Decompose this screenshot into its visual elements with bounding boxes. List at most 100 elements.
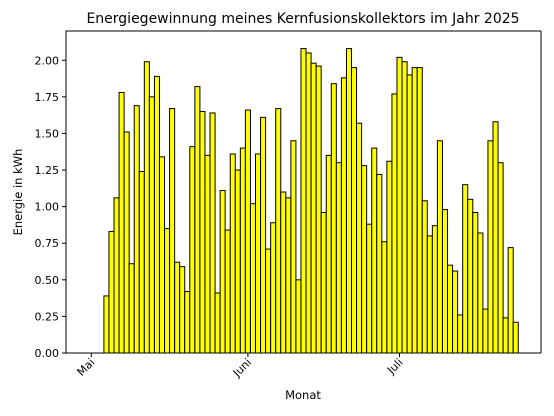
chart-title: Energiegewinnung meines Kernfusionskolle… [86, 11, 519, 27]
bar [305, 52, 312, 354]
bar [280, 191, 287, 354]
bar [411, 67, 418, 354]
x-tick-label: Mai [75, 356, 98, 379]
bar [351, 67, 358, 354]
bar [345, 48, 353, 354]
y-tick-label: 1.75 [35, 91, 60, 104]
bars-group [103, 48, 519, 354]
bar [103, 295, 110, 354]
bar [507, 247, 514, 354]
bar [118, 91, 125, 354]
plot-frame [65, 30, 542, 354]
bar [335, 162, 342, 354]
y-tick-label: 0.25 [35, 310, 60, 323]
bar [199, 111, 206, 354]
bar [108, 231, 115, 354]
bar [143, 61, 150, 354]
y-axis-title: Energie in kWh [11, 149, 25, 236]
x-tick-label: Juni [230, 356, 254, 380]
bar [184, 291, 191, 354]
bar [426, 235, 433, 354]
bar [472, 211, 479, 354]
bar [234, 169, 241, 354]
y-tick-label: 1.50 [35, 127, 60, 140]
bar [153, 75, 160, 354]
bar [406, 74, 413, 354]
bar [300, 48, 307, 354]
bar [396, 56, 403, 354]
bar [128, 263, 135, 354]
bar [381, 241, 388, 354]
bar [492, 121, 499, 354]
bar [138, 171, 145, 354]
x-axis-title: Monat [285, 388, 321, 402]
bar [487, 140, 494, 354]
bar [174, 261, 181, 354]
bar [148, 96, 155, 354]
bar [179, 266, 186, 354]
bar [310, 62, 317, 354]
x-axis: Mai Juni Juli [75, 353, 406, 380]
bar [295, 279, 302, 354]
bar [371, 147, 378, 354]
bar [254, 153, 262, 354]
bar [260, 116, 267, 354]
bar [113, 197, 120, 354]
bar [391, 93, 398, 354]
bar [401, 61, 408, 354]
bar [462, 184, 469, 354]
bar [219, 190, 226, 354]
bar [376, 173, 383, 354]
bar [320, 211, 327, 354]
bar [275, 108, 282, 354]
bar [204, 154, 211, 354]
bar [164, 228, 171, 354]
bar [209, 112, 216, 354]
bar [502, 317, 509, 354]
bar [431, 225, 438, 354]
bar [497, 162, 504, 354]
bar [361, 165, 368, 354]
bar [285, 197, 292, 354]
y-tick-label: 2.00 [35, 54, 60, 67]
bar [356, 122, 363, 354]
bar [436, 140, 443, 354]
bar [452, 270, 459, 354]
bar [249, 203, 256, 354]
bar [244, 109, 251, 354]
y-axis: 0.00 0.25 0.50 0.75 1.00 1.25 1.50 1.75 2.00 [35, 54, 66, 360]
y-tick-label: 0.75 [35, 237, 60, 250]
y-tick-label: 0.00 [35, 347, 60, 360]
bar [325, 154, 332, 354]
y-tick-label: 0.50 [35, 274, 60, 287]
y-tick-label: 1.00 [35, 201, 60, 214]
bar [214, 292, 221, 354]
bar [265, 248, 272, 354]
bar [512, 321, 519, 354]
bar [416, 67, 423, 354]
bar [194, 86, 201, 354]
bar [447, 264, 454, 354]
bar [169, 108, 176, 354]
bar [239, 147, 246, 354]
bar [224, 229, 231, 354]
bar [315, 65, 322, 354]
bar [290, 140, 297, 354]
bar [421, 200, 428, 354]
bar [270, 222, 277, 354]
bar [158, 156, 166, 354]
bar [386, 160, 393, 354]
bar [189, 146, 196, 354]
bar [441, 209, 449, 354]
bar [482, 308, 489, 354]
x-tick-label: Juli [384, 356, 405, 377]
bar [133, 105, 140, 354]
bar [340, 77, 347, 354]
bar [477, 232, 484, 354]
bar [366, 223, 373, 354]
y-tick-label: 1.25 [35, 164, 60, 177]
bar [229, 153, 236, 354]
bar [467, 198, 474, 354]
